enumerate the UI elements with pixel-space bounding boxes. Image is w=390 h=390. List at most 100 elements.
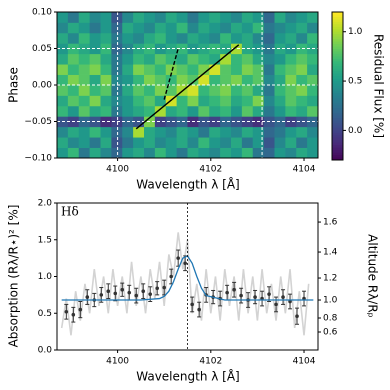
heatmap-cell — [285, 116, 297, 128]
y2-tick-label: 0.6 — [323, 328, 338, 338]
heatmap-cell — [198, 64, 210, 75]
heatmap-cell — [165, 147, 178, 159]
colorbar-segment — [332, 145, 343, 149]
heatmap-cell — [274, 12, 286, 23]
heatmap-cell — [154, 95, 167, 107]
colorbar-segment — [332, 21, 343, 25]
colorbar-segment — [332, 78, 343, 82]
error-bar — [302, 290, 307, 307]
heatmap-cell — [187, 85, 199, 96]
colorbar-segment — [332, 157, 343, 161]
colorbar-segment — [332, 108, 343, 112]
heatmap-cell — [209, 64, 221, 75]
heatmap-cell — [231, 126, 243, 138]
y2-tick-label: 0.8 — [323, 314, 338, 324]
error-bar — [281, 289, 286, 305]
heatmap-cell — [296, 147, 308, 159]
error-bar — [232, 281, 237, 298]
heatmap-cell — [220, 74, 232, 86]
heatmap-cell — [78, 32, 91, 44]
heatmap-cell — [111, 74, 123, 86]
heatmap-cell — [263, 126, 275, 138]
data-point — [127, 290, 132, 295]
heatmap-cell — [187, 147, 199, 159]
heatmap-cell — [111, 22, 123, 34]
colorbar-segment — [332, 152, 343, 156]
heatmap-cell — [122, 105, 134, 117]
heatmap-cell — [187, 32, 199, 44]
heatmap-cell — [209, 74, 221, 86]
heatmap-cell — [133, 53, 145, 65]
heatmap-cell — [89, 12, 101, 23]
colorbar-frame — [331, 11, 344, 161]
colorbar-segment — [332, 12, 343, 15]
colorbar-segment — [332, 31, 343, 35]
heatmap-cell — [241, 32, 254, 44]
heatmap-cell — [122, 137, 134, 148]
heatmap-cell — [100, 22, 112, 34]
heatmap-cell — [57, 53, 69, 65]
heatmap-cell — [307, 85, 319, 96]
data-point — [183, 261, 187, 266]
colorbar-segment — [332, 19, 343, 23]
colorbar-segment — [332, 95, 343, 99]
heatmap-cell — [220, 95, 232, 107]
colorbar-segment — [332, 41, 343, 45]
heatmap-cell — [89, 147, 101, 159]
colorbar-segment — [332, 132, 343, 136]
data-point — [120, 287, 125, 292]
colorbar-segment — [332, 86, 343, 89]
heatmap-cell — [187, 137, 199, 148]
colorbar-segment — [332, 34, 343, 38]
x-tick-label: 4100 — [106, 165, 129, 175]
heatmap-cell — [241, 137, 254, 148]
heatmap-cell — [274, 74, 286, 86]
colorbar-segment — [332, 49, 343, 52]
heatmap-cell — [100, 43, 112, 55]
heatmap-cell — [57, 137, 69, 148]
heatmap-cell — [285, 126, 297, 138]
colorbar-segment — [332, 100, 343, 104]
heatmap-cell — [100, 105, 112, 117]
heatmap-cell — [67, 32, 80, 44]
heatmap-cell — [154, 137, 167, 148]
data-point — [155, 286, 160, 291]
heatmap-cell — [122, 126, 134, 138]
data-point — [148, 292, 153, 296]
heatmap-cell — [89, 105, 101, 117]
heatmap-cell — [165, 105, 178, 117]
heatmap-cell — [252, 137, 265, 148]
heatmap-cell — [241, 64, 254, 75]
heatmap-cell — [154, 74, 167, 86]
heatmap-cell — [176, 64, 188, 75]
heatmap-cell — [263, 22, 275, 34]
colorbar-segment — [332, 81, 343, 85]
y-tick-label: 2.0 — [38, 199, 53, 209]
heatmap-cell — [252, 147, 265, 159]
error-bar — [183, 255, 188, 272]
heatmap-cell — [285, 74, 297, 86]
y-tick-label: −0.10 — [24, 154, 52, 164]
heatmap-cell — [296, 137, 308, 148]
data-point — [64, 309, 69, 314]
data-point — [85, 295, 90, 299]
colorbar-label: Residual Flux [%] — [372, 34, 386, 138]
x-axis-label: Wavelength λ [Å] — [136, 177, 240, 192]
heatmap-cell — [274, 95, 286, 107]
colorbar-segment — [332, 58, 343, 62]
heatmap-cell — [231, 137, 243, 148]
heatmap-cell — [89, 53, 101, 65]
heatmap-cell — [285, 22, 297, 34]
colorbar-segment — [332, 51, 343, 55]
error-bar — [78, 300, 83, 319]
colorbar-segment — [332, 63, 343, 67]
colorbar-segment — [332, 61, 343, 65]
heatmap-cell — [111, 105, 123, 117]
heatmap-cell — [285, 147, 297, 159]
heatmap-cell — [209, 53, 221, 65]
colorbar-segment — [332, 115, 343, 119]
colorbar-segment — [332, 66, 343, 70]
heatmap-cell — [252, 126, 265, 138]
y-tick-label: 0.05 — [32, 44, 52, 54]
y-tick-label: 1.0 — [38, 272, 53, 282]
